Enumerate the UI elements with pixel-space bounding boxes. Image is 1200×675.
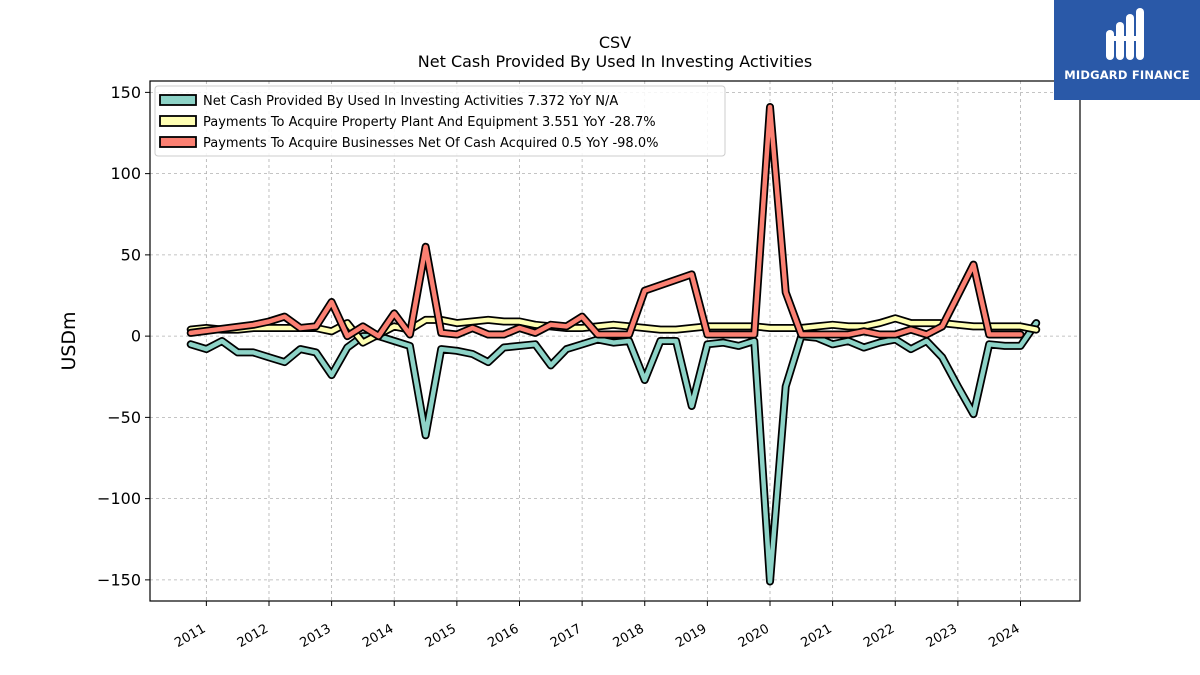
x-tick-label: 2016 xyxy=(485,621,521,651)
logo-mark-icon xyxy=(1106,8,1144,60)
brand-logo: MIDGARD FINANCE xyxy=(1054,0,1200,100)
x-tick-label: 2022 xyxy=(861,621,897,651)
legend-label-acquisitions: Payments To Acquire Businesses Net Of Ca… xyxy=(203,136,658,151)
y-tick-label: −150 xyxy=(97,570,141,589)
x-tick-label: 2012 xyxy=(235,621,271,651)
legend-box xyxy=(154,85,726,157)
y-axis-label: USDm xyxy=(58,311,80,370)
x-tick-label: 2020 xyxy=(736,621,772,651)
series-line-acquisitions xyxy=(186,103,1025,341)
legend: Net Cash Provided By Used In Investing A… xyxy=(154,85,726,157)
series-line-investing xyxy=(186,319,1041,586)
chart-subtitle: Net Cash Provided By Used In Investing A… xyxy=(418,52,812,71)
series-line-ppe xyxy=(186,314,1041,347)
x-axis-ticks: 2011 2012 2013 2014 2015 2016 2017 2018 2019 2020… xyxy=(172,601,1023,651)
y-tick-label: −100 xyxy=(97,489,141,508)
y-tick-label: −50 xyxy=(107,408,141,427)
x-tick-label: 2014 xyxy=(360,621,396,651)
x-tick-label: 2015 xyxy=(423,621,459,651)
y-tick-label: 150 xyxy=(110,83,141,102)
chart-title: CSV xyxy=(599,33,631,52)
series-lines xyxy=(186,103,1041,586)
x-tick-label: 2021 xyxy=(798,621,834,651)
legend-item-ppe: Payments To Acquire Property Plant And E… xyxy=(159,115,656,130)
x-tick-label: 2018 xyxy=(611,621,647,651)
series-line-investing-stroke xyxy=(188,320,1039,584)
legend-swatch-ppe xyxy=(159,115,197,127)
x-tick-label: 2024 xyxy=(986,621,1022,651)
brand-name: MIDGARD FINANCE xyxy=(1064,68,1190,82)
y-tick-label: 50 xyxy=(121,245,141,264)
series-line-investing-outline xyxy=(186,319,1041,586)
legend-label-investing: Net Cash Provided By Used In Investing A… xyxy=(203,94,618,109)
y-tick-label: 100 xyxy=(110,164,141,183)
x-tick-label: 2017 xyxy=(548,621,584,651)
y-tick-label: 0 xyxy=(131,327,141,346)
y-axis-ticks: −150 −100 −50 0 50 100 150 xyxy=(97,83,150,589)
plot-frame xyxy=(149,80,1081,602)
x-tick-label: 2013 xyxy=(297,621,333,651)
x-tick-label: 2023 xyxy=(924,621,960,651)
legend-swatch-investing xyxy=(159,94,197,106)
legend-item-investing: Net Cash Provided By Used In Investing A… xyxy=(159,94,618,109)
legend-swatch-acquisitions xyxy=(159,136,197,148)
legend-item-acquisitions: Payments To Acquire Businesses Net Of Ca… xyxy=(159,136,658,151)
x-tick-label: 2019 xyxy=(673,621,709,651)
x-tick-label: 2011 xyxy=(172,621,208,651)
series-line-ppe-stroke xyxy=(188,316,1039,345)
legend-label-ppe: Payments To Acquire Property Plant And E… xyxy=(203,115,656,130)
series-line-acquisitions-stroke xyxy=(188,104,1023,339)
